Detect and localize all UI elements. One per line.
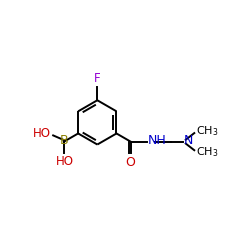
Text: O: O <box>126 156 136 169</box>
Text: HO: HO <box>33 127 51 140</box>
Text: F: F <box>94 72 101 85</box>
Text: HO: HO <box>56 155 74 168</box>
Text: CH$_3$: CH$_3$ <box>196 124 219 138</box>
Text: N: N <box>184 134 193 147</box>
Text: CH$_3$: CH$_3$ <box>196 145 219 159</box>
Text: NH: NH <box>148 134 167 146</box>
Text: B: B <box>60 134 68 146</box>
